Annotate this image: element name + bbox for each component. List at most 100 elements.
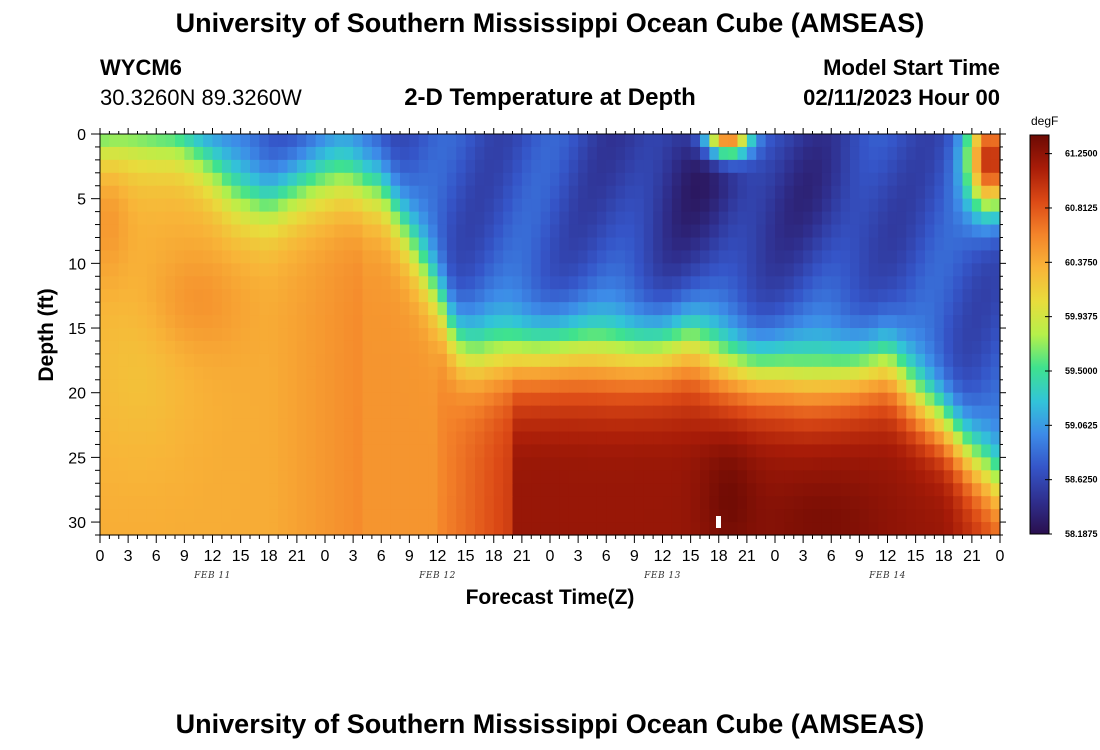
heatmap-cell	[353, 353, 364, 368]
heatmap-cell	[503, 159, 514, 174]
heatmap-cell	[118, 289, 129, 303]
heatmap-cell	[728, 224, 739, 239]
heatmap-cell	[100, 328, 110, 342]
heatmap-cell	[746, 340, 757, 355]
heatmap-cell	[671, 289, 682, 303]
heatmap-cell	[821, 172, 832, 187]
heatmap-cell	[850, 340, 860, 355]
heatmap-cell	[512, 392, 523, 407]
heatmap-cell	[671, 185, 682, 200]
heatmap-cell	[446, 522, 457, 536]
heatmap-cell	[578, 315, 589, 329]
heatmap-cell	[775, 237, 785, 252]
heatmap-cell	[906, 509, 917, 523]
heatmap-cell	[868, 418, 879, 433]
heatmap-cell	[456, 328, 467, 342]
heatmap-cell	[587, 302, 598, 316]
heatmap-cell	[925, 302, 935, 316]
heatmap-cell	[362, 522, 373, 536]
heatmap-cell	[193, 302, 204, 316]
heatmap-cell	[165, 237, 176, 252]
heatmap-cell	[934, 470, 945, 484]
heatmap-cell	[615, 392, 626, 407]
heatmap-cell	[353, 224, 364, 239]
heatmap-cell	[231, 444, 242, 458]
heatmap-cell	[268, 289, 279, 303]
heatmap-cell	[334, 211, 345, 226]
heatmap-cell	[221, 302, 232, 316]
heatmap-cell	[578, 289, 589, 303]
heatmap-cell	[878, 211, 889, 226]
heatmap-cell	[784, 276, 795, 290]
heatmap-cell	[971, 431, 982, 446]
heatmap-cell	[465, 522, 476, 536]
heatmap-cell	[446, 340, 457, 355]
heatmap-cell	[221, 211, 232, 226]
heatmap-cell	[240, 159, 251, 174]
heatmap-cell	[221, 522, 232, 536]
heatmap-cell	[503, 276, 514, 290]
heatmap-cell	[465, 159, 476, 174]
heatmap-cell	[718, 146, 729, 161]
x-date-label: FEB 13	[643, 571, 681, 581]
heatmap-cell	[606, 134, 617, 148]
heatmap-cell	[896, 198, 907, 213]
heatmap-cell	[587, 289, 598, 303]
heatmap-cell	[175, 250, 185, 264]
heatmap-cell	[118, 405, 129, 420]
heatmap-cell	[100, 522, 110, 536]
heatmap-cell	[334, 302, 345, 316]
heatmap-cell	[859, 366, 870, 381]
heatmap-cell	[634, 289, 645, 303]
heatmap-cell	[325, 328, 335, 342]
heatmap-cell	[390, 353, 401, 368]
heatmap-cell	[700, 172, 710, 187]
heatmap-cell	[868, 509, 879, 523]
heatmap-cell	[840, 444, 851, 458]
y-tick-label: 0	[77, 127, 86, 144]
heatmap-cell	[793, 379, 804, 394]
heatmap-cell	[971, 172, 982, 187]
heatmap-cell	[831, 418, 842, 433]
heatmap-cell	[812, 366, 823, 381]
heatmap-cell	[625, 340, 635, 355]
heatmap-cell	[981, 250, 992, 264]
heatmap-cell	[887, 496, 898, 510]
heatmap-cell	[409, 379, 420, 394]
heatmap-cell	[765, 353, 776, 368]
heatmap-cell	[203, 198, 214, 213]
heatmap-cell	[578, 444, 589, 458]
heatmap-cell	[943, 340, 954, 355]
heatmap-cell	[803, 328, 814, 342]
heatmap-cell	[465, 418, 476, 433]
heatmap-cell	[850, 198, 860, 213]
heatmap-cell	[315, 276, 326, 290]
heatmap-cell	[212, 444, 223, 458]
heatmap-cell	[615, 250, 626, 264]
heatmap-cell	[296, 185, 307, 200]
heatmap-cell	[859, 289, 870, 303]
heatmap-cell	[193, 289, 204, 303]
heatmap-cell	[531, 263, 542, 277]
heatmap-cell	[550, 134, 560, 148]
heatmap-cell	[671, 237, 682, 252]
heatmap-cell	[475, 353, 485, 368]
heatmap-cell	[878, 431, 889, 446]
heatmap-cells	[100, 134, 1001, 536]
heatmap-cell	[184, 496, 195, 510]
heatmap-cell	[437, 496, 448, 510]
heatmap-cell	[409, 405, 420, 420]
heatmap-cell	[128, 263, 139, 277]
heatmap-cell	[193, 276, 204, 290]
heatmap-cell	[409, 509, 420, 523]
heatmap-cell	[840, 418, 851, 433]
heatmap-cell	[456, 172, 467, 187]
heatmap-cell	[203, 496, 214, 510]
heatmap-cell	[775, 146, 785, 161]
heatmap-cell	[896, 328, 907, 342]
heatmap-cell	[221, 392, 232, 407]
heatmap-cell	[400, 172, 410, 187]
heatmap-cell	[428, 340, 439, 355]
heatmap-cell	[953, 224, 964, 239]
heatmap-cell	[109, 328, 120, 342]
